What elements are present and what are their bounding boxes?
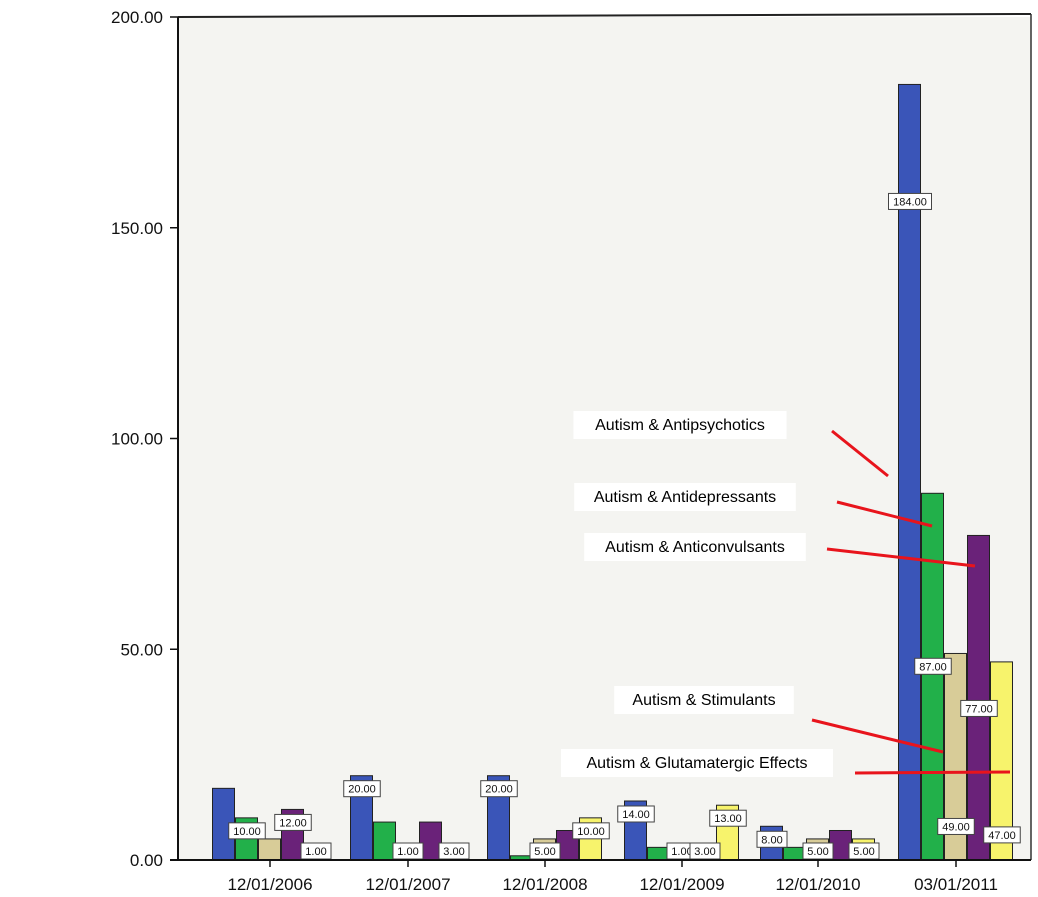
annotation-label: Autism & Antidepressants xyxy=(594,489,776,506)
data-label-box xyxy=(274,813,312,831)
y-tick-label: 0.00 xyxy=(130,851,163,870)
y-axis-ticks: 0.00 50.00 100.00 150.00 200.00 xyxy=(111,8,178,870)
data-label-box xyxy=(937,817,975,835)
bar-1-3 xyxy=(647,846,670,861)
data-label: 10.00 xyxy=(577,826,605,838)
y-tick-label: 150.00 xyxy=(111,219,163,238)
data-label-box xyxy=(983,826,1021,844)
data-label-box xyxy=(709,809,747,827)
x-tick-label: 03/01/2011 xyxy=(914,875,998,894)
annotation-box xyxy=(614,686,794,714)
data-label: 1.00 xyxy=(397,846,418,858)
x-tick-label: 12/01/2009 xyxy=(639,875,724,894)
data-label: 10.00 xyxy=(233,826,261,838)
annotation-leader-line xyxy=(826,547,976,568)
data-label-box xyxy=(617,805,655,823)
data-label: 20.00 xyxy=(348,784,376,796)
x-tick-label: 12/01/2006 xyxy=(227,875,312,894)
annotation-label: Autism & Anticonvulsants xyxy=(605,539,785,556)
bar-2-0 xyxy=(258,838,281,861)
data-label: 14.00 xyxy=(622,809,650,821)
annotation-leader-line xyxy=(831,429,889,478)
data-label-box xyxy=(888,192,932,210)
annotation-label: Autism & Glutamatergic Effects xyxy=(586,755,807,772)
data-label-box xyxy=(756,830,788,848)
y-tick-label: 200.00 xyxy=(111,8,163,27)
data-label: 3.00 xyxy=(443,846,464,858)
annotation-leader-line xyxy=(836,500,933,528)
annotation-label: Autism & Antipsychotics xyxy=(595,417,765,434)
y-tick-label: 50.00 xyxy=(120,640,163,659)
data-label: 20.00 xyxy=(485,784,513,796)
bar-3-5 xyxy=(967,534,990,861)
x-tick-label: 12/01/2010 xyxy=(775,875,860,894)
annotation-leader-line xyxy=(811,718,944,754)
data-label-box xyxy=(343,780,381,798)
bar-1-5 xyxy=(921,492,944,861)
data-label: 47.00 xyxy=(988,830,1016,842)
annotation-label: Autism & Stimulants xyxy=(632,692,775,709)
annotation-box xyxy=(574,483,796,511)
data-label: 12.00 xyxy=(279,817,307,829)
data-label: 5.00 xyxy=(534,846,555,858)
data-label-box xyxy=(228,822,266,840)
annotation-box xyxy=(561,749,833,777)
data-label: 5.00 xyxy=(853,846,874,858)
bar-1-4 xyxy=(783,846,806,861)
annotation-leaders-group xyxy=(811,429,1011,775)
x-tick-label: 12/01/2007 xyxy=(365,875,450,894)
annotations-group: Autism & Antipsychotics Autism & Antidepr… xyxy=(561,411,833,777)
data-label-box xyxy=(914,657,952,675)
data-label: 13.00 xyxy=(714,813,742,825)
data-label: 87.00 xyxy=(919,661,947,673)
y-tick-label: 100.00 xyxy=(111,430,163,449)
bar-1-1 xyxy=(373,821,396,861)
x-axis-ticks: 12/01/2006 12/01/2007 12/01/2008 12/01/2009… xyxy=(227,860,998,894)
data-label: 1.00 xyxy=(671,846,692,858)
data-label-box xyxy=(572,822,610,840)
data-label: 184.00 xyxy=(893,196,927,208)
data-label: 5.00 xyxy=(807,846,828,858)
data-label: 49.00 xyxy=(942,821,970,833)
annotation-box xyxy=(584,533,806,561)
x-tick-label: 12/01/2008 xyxy=(502,875,587,894)
data-label-box xyxy=(480,780,518,798)
data-label-box xyxy=(960,699,998,717)
data-label: 1.00 xyxy=(305,846,326,858)
data-label: 77.00 xyxy=(965,703,993,715)
data-label: 8.00 xyxy=(761,834,782,846)
annotation-box xyxy=(573,411,787,439)
annotation-leader-line xyxy=(854,770,1011,775)
plot-top-border xyxy=(177,13,1032,18)
data-label: 3.00 xyxy=(694,846,715,858)
